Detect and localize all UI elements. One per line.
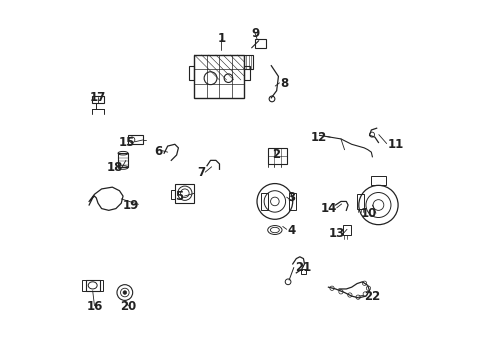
- Text: 3: 3: [287, 192, 295, 204]
- Bar: [267, 148, 287, 164]
- Bar: [288, 193, 296, 210]
- Text: 18: 18: [106, 161, 123, 174]
- Bar: [244, 66, 249, 80]
- Bar: [175, 184, 194, 203]
- Text: 13: 13: [327, 227, 344, 240]
- Bar: [171, 190, 175, 199]
- Bar: [300, 269, 305, 274]
- Text: 8: 8: [280, 77, 288, 90]
- Bar: [118, 153, 128, 167]
- Bar: [342, 225, 350, 235]
- Text: 12: 12: [310, 131, 326, 144]
- Text: 19: 19: [122, 198, 139, 212]
- Text: 20: 20: [120, 300, 136, 313]
- Bar: [255, 39, 265, 48]
- Bar: [85, 280, 100, 291]
- Text: 7: 7: [197, 166, 205, 179]
- Text: 6: 6: [154, 145, 162, 158]
- Text: 4: 4: [287, 224, 295, 237]
- Circle shape: [123, 291, 126, 294]
- Text: 15: 15: [119, 136, 135, 149]
- Text: 17: 17: [90, 91, 106, 104]
- Text: 14: 14: [320, 202, 337, 215]
- Bar: [189, 66, 194, 80]
- Text: 1: 1: [217, 32, 225, 45]
- Text: 22: 22: [364, 289, 380, 303]
- Text: 16: 16: [86, 300, 102, 313]
- Bar: [82, 280, 85, 291]
- Bar: [91, 96, 104, 103]
- Text: 9: 9: [250, 27, 259, 40]
- Bar: [370, 176, 385, 185]
- Bar: [244, 55, 253, 69]
- Text: 11: 11: [386, 138, 403, 151]
- Text: 10: 10: [360, 207, 376, 220]
- Text: 2: 2: [272, 148, 280, 162]
- Bar: [128, 135, 142, 144]
- Bar: [260, 193, 267, 210]
- Bar: [100, 280, 103, 291]
- Bar: [356, 194, 364, 208]
- Text: 5: 5: [175, 190, 183, 203]
- Bar: [194, 55, 244, 98]
- Text: 21: 21: [295, 261, 311, 274]
